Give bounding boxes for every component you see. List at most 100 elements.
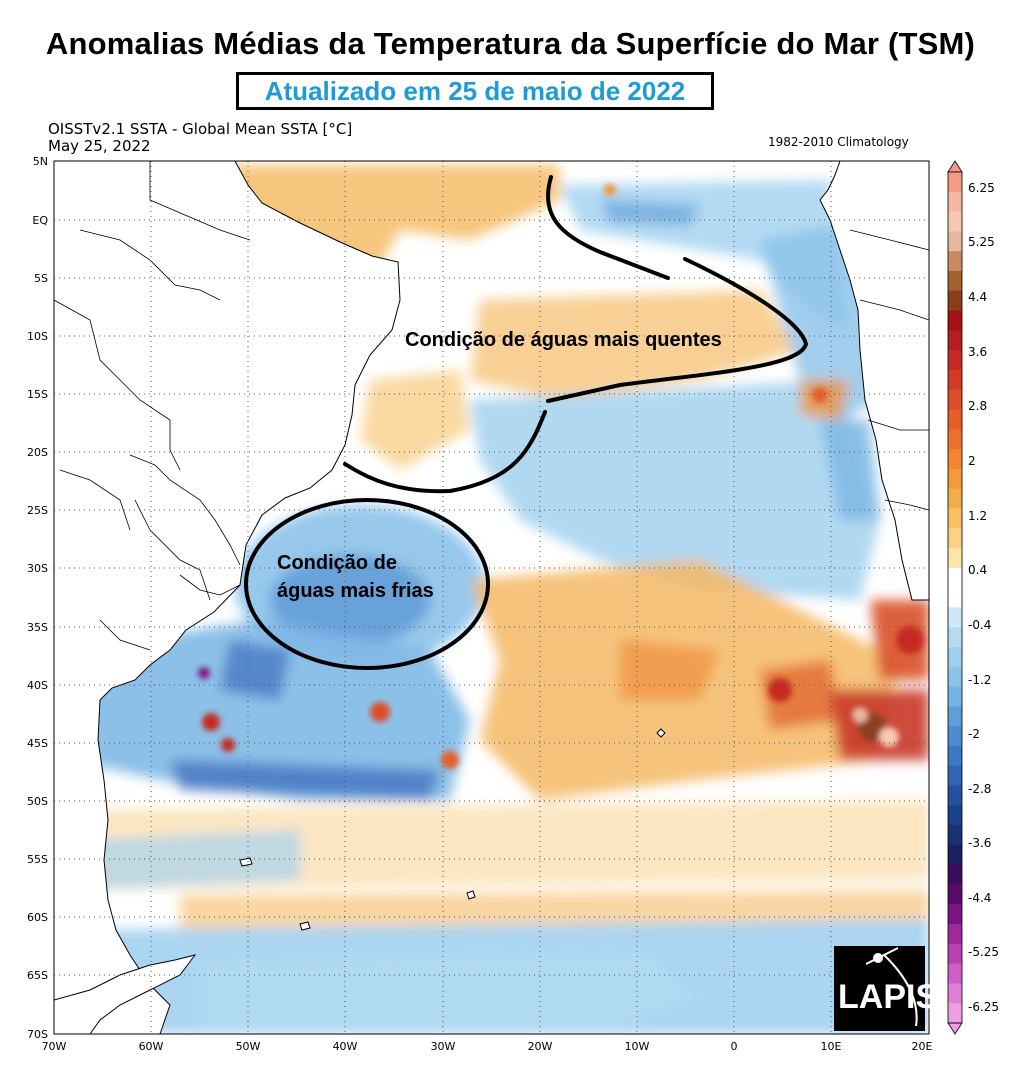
- cold-annotation-line2: águas mais frias: [277, 580, 434, 602]
- satellite-orbit-icon: [883, 954, 918, 1027]
- colorbar-segment: [948, 666, 962, 688]
- cold-region-outline: [244, 498, 490, 670]
- lat-label: 55S: [27, 853, 48, 866]
- lat-label: 65S: [27, 969, 48, 982]
- lon-label: 20W: [528, 1040, 553, 1053]
- colorbar-segment: [948, 884, 962, 905]
- update-date-box: Atualizado em 25 de maio de 2022: [236, 72, 714, 110]
- colorbar-segment: [948, 369, 962, 391]
- colorbar-segment: [948, 231, 962, 252]
- colorbar-segment: [948, 191, 962, 213]
- colorbar-segment: [948, 290, 962, 312]
- colorbar-segment: [948, 488, 962, 509]
- warm-annotation: Condição de águas mais quentes: [405, 329, 722, 351]
- lat-label: 35S: [27, 621, 48, 634]
- colorbar-segment: [948, 567, 962, 589]
- colorbar-segment: [948, 211, 962, 232]
- lon-label: 20E: [912, 1040, 933, 1053]
- longitude-labels: 70W 60W 50W 40W 30W 20W 10W 0 10E 20E: [42, 1040, 933, 1053]
- lapis-logo: LAPIS: [834, 946, 938, 1031]
- colorbar-label: -2: [968, 727, 980, 741]
- lat-label: 30S: [27, 562, 48, 575]
- lon-label: 10W: [625, 1040, 650, 1053]
- lon-label: 0: [731, 1040, 738, 1053]
- lon-label: 40W: [333, 1040, 358, 1053]
- colorbar-segment: [948, 726, 962, 747]
- colorbar-label: -6.25: [968, 1000, 999, 1014]
- lat-label: 5S: [34, 272, 48, 285]
- colorbar-segment: [948, 627, 962, 648]
- climatology-label: 1982-2010 Climatology: [768, 135, 909, 149]
- colorbar-segment: [948, 686, 962, 707]
- map-frame: [53, 160, 930, 1035]
- main-title: Anomalias Médias da Temperatura da Super…: [45, 26, 976, 61]
- colorbar-label: 2: [968, 454, 976, 468]
- update-date-text: Atualizado em 25 de maio de 2022: [264, 75, 686, 106]
- lapis-logo-text: LAPIS: [838, 978, 938, 1016]
- lon-label: 50W: [236, 1040, 261, 1053]
- graticule: [54, 161, 929, 1034]
- lat-label: 10S: [27, 330, 48, 343]
- colorbar-segment: [948, 330, 962, 351]
- colorbar-segment: [948, 785, 962, 806]
- colorbar-labels: 6.25 5.25 4.4 3.6 2.8 2 1.2 0.4 -0.4 -1.…: [968, 181, 999, 1014]
- lat-label: 70S: [27, 1028, 48, 1041]
- colorbar-label: -5.25: [968, 945, 999, 959]
- colorbar-segment: [948, 706, 962, 727]
- lat-label: 60S: [27, 911, 48, 924]
- lat-label: 50S: [27, 795, 48, 808]
- colorbar-segment: [948, 607, 962, 628]
- colorbar-segment: [948, 864, 962, 885]
- colorbar-segment: [948, 528, 962, 549]
- colorbar-label: 5.25: [968, 235, 995, 249]
- colorbar-segment: [948, 924, 962, 945]
- colorbar-segment: [948, 508, 962, 529]
- colorbar-segment: [948, 449, 962, 470]
- colorbar-segment: [948, 904, 962, 925]
- lon-label: 70W: [42, 1040, 67, 1053]
- lat-label: EQ: [32, 214, 48, 227]
- colorbar-label: -4.4: [968, 891, 991, 905]
- latitude-labels: 5N EQ 5S 10S 15S 20S 25S 30S 35S 40S 45S…: [27, 155, 48, 1041]
- lat-label: 45S: [27, 737, 48, 750]
- country-borders: [54, 161, 251, 651]
- lat-label: 40S: [27, 679, 48, 692]
- colorbar-segment: [948, 587, 962, 608]
- colorbar: [947, 160, 963, 1035]
- colorbar-label: 2.8: [968, 399, 987, 413]
- colorbar-label: 3.6: [968, 345, 987, 359]
- colorbar-label: -1.2: [968, 673, 991, 687]
- warm-region-outline: [343, 175, 809, 494]
- colorbar-segment: [948, 548, 962, 569]
- colorbar-label: 0.4: [968, 563, 987, 577]
- colorbar-label: 6.25: [968, 181, 995, 195]
- colorbar-segment: [948, 172, 962, 193]
- colorbar-segment: [948, 646, 962, 668]
- lon-label: 60W: [139, 1040, 164, 1053]
- colorbar-segment: [948, 844, 962, 866]
- colorbar-segment: [948, 805, 962, 826]
- date-label: May 25, 2022: [48, 137, 151, 155]
- lon-label: 30W: [431, 1040, 456, 1053]
- colorbar-segment: [948, 745, 962, 767]
- colorbar-segment: [948, 350, 962, 371]
- lat-label: 25S: [27, 504, 48, 517]
- colorbar-segment: [948, 963, 962, 984]
- colorbar-segment: [948, 983, 962, 1004]
- colorbar-segment: [948, 270, 962, 292]
- colorbar-label: 1.2: [968, 509, 987, 523]
- colorbar-segment: [948, 251, 962, 272]
- colorbar-segment: [948, 429, 962, 450]
- lat-label: 20S: [27, 446, 48, 459]
- lon-label: 10E: [821, 1040, 842, 1053]
- colorbar-label: 4.4: [968, 290, 987, 304]
- colorbar-segment: [948, 943, 962, 965]
- colorbar-label: -0.4: [968, 618, 991, 632]
- dataset-label: OISSTv2.1 SSTA - Global Mean SSTA [°C]: [48, 120, 353, 138]
- colorbar-segment: [948, 409, 962, 430]
- africa-land: [819, 161, 929, 601]
- colorbar-segment: [948, 310, 962, 331]
- colorbar-label: -2.8: [968, 782, 991, 796]
- colorbar-segment: [948, 825, 962, 846]
